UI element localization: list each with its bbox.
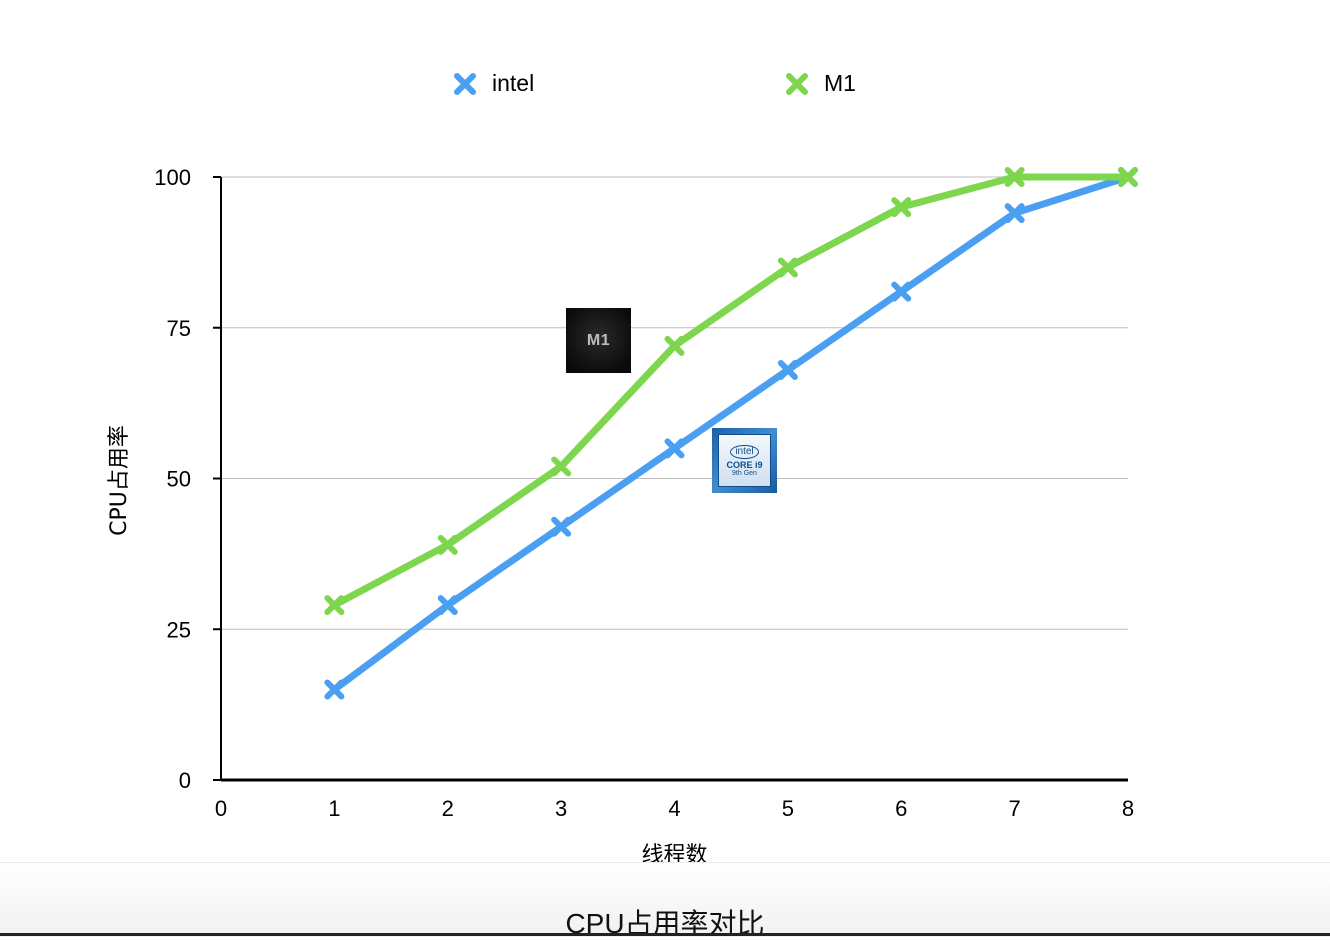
legend-label-m1: M1 [824,70,856,96]
intel-legend-marker-icon [454,72,476,95]
data-point-m1 [891,197,912,218]
y-tick-label: 25 [167,617,191,642]
m1-badge-label: M1 [586,331,611,349]
data-point-intel [437,595,458,616]
x-tick-label: 3 [555,796,567,821]
intel-badge-model: CORE i9 [726,459,763,470]
intel-core-i9-badge-icon: intel CORE i9 9th Gen [712,428,777,493]
series-line-intel [330,173,1132,694]
intel-badge-gen: 9th Gen [732,469,757,477]
data-point-m1 [1118,167,1138,187]
y-tick-label: 100 [154,165,191,190]
data-point-intel [664,438,685,459]
y-tick-label: 50 [167,467,191,492]
series-line-m1 [330,173,1132,609]
x-tick-label: 0 [215,796,227,821]
y-tick-label: 75 [167,316,191,341]
x-tick-label: 7 [1009,796,1021,821]
data-point-m1 [551,456,572,477]
chart-legend: intel M1 [0,70,1330,104]
x-tick-label: 6 [895,796,907,821]
intel-badge-brand: intel [730,444,759,459]
data-point-intel [891,281,912,302]
legend-item-m1: M1 [784,70,856,97]
apple-m1-chip-icon: M1 [566,308,631,373]
x-tick-label: 4 [668,796,680,821]
y-axis-title: CPU占用率 [107,425,132,536]
y-tick-label: 0 [179,768,191,793]
caption-bar [0,862,1330,937]
m1-legend-marker-icon [786,72,808,95]
data-point-intel [324,679,345,700]
data-point-m1 [437,534,458,555]
x-tick-label: 8 [1122,796,1134,821]
legend-item-intel: intel [452,70,534,97]
chart-caption: CPU占用率对比 [565,908,765,939]
bottom-divider [0,933,1330,936]
data-point-m1 [324,595,345,616]
legend-label-intel: intel [492,70,535,96]
data-point-intel [551,516,572,537]
data-point-intel [1004,203,1025,224]
data-point-intel [777,359,798,380]
x-tick-label: 2 [442,796,454,821]
x-tick-label: 1 [328,796,340,821]
data-point-m1 [777,257,798,278]
data-point-m1 [1004,167,1025,187]
x-tick-label: 5 [782,796,794,821]
data-point-m1 [664,335,685,356]
